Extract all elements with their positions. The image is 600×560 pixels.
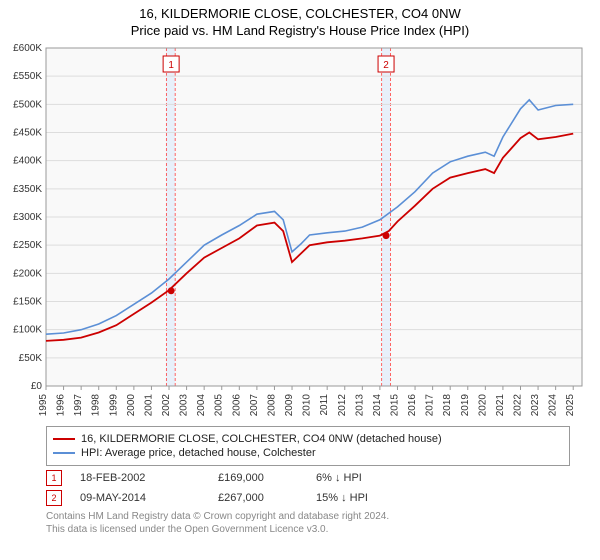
sale-diff: 15% ↓ HPI xyxy=(316,492,436,504)
legend-label: HPI: Average price, detached house, Colc… xyxy=(81,447,316,459)
svg-text:2014: 2014 xyxy=(372,394,383,417)
svg-text:1996: 1996 xyxy=(56,394,67,417)
svg-text:2004: 2004 xyxy=(196,394,207,417)
attribution-line2: This data is licensed under the Open Gov… xyxy=(46,523,570,536)
sales-table: 1 18-FEB-2002 £169,000 6% ↓ HPI 2 09-MAY-2014… xyxy=(46,470,570,506)
sale-marker: 2 xyxy=(46,490,62,506)
svg-text:1: 1 xyxy=(168,60,174,71)
svg-text:2008: 2008 xyxy=(266,394,277,417)
legend-label: 16, KILDERMORIE CLOSE, COLCHESTER, CO4 0… xyxy=(81,433,442,445)
svg-text:2000: 2000 xyxy=(126,394,137,417)
svg-text:2011: 2011 xyxy=(319,394,330,416)
svg-text:£150K: £150K xyxy=(13,297,42,308)
attribution: Contains HM Land Registry data © Crown c… xyxy=(46,510,570,536)
svg-text:2021: 2021 xyxy=(495,394,506,417)
svg-text:2006: 2006 xyxy=(231,394,242,417)
legend-item: 16, KILDERMORIE CLOSE, COLCHESTER, CO4 0… xyxy=(53,433,563,445)
line-chart: £0 £50K £100K £150K £200K £250K £300K £350K £400… xyxy=(0,40,600,420)
svg-text:2023: 2023 xyxy=(530,394,541,417)
svg-text:2020: 2020 xyxy=(477,394,488,417)
svg-text:£100K: £100K xyxy=(13,325,42,336)
svg-text:2005: 2005 xyxy=(214,394,225,417)
svg-text:2001: 2001 xyxy=(143,394,154,417)
sale-row: 2 09-MAY-2014 £267,000 15% ↓ HPI xyxy=(46,490,570,506)
svg-text:2003: 2003 xyxy=(179,394,190,417)
sale-row: 1 18-FEB-2002 £169,000 6% ↓ HPI xyxy=(46,470,570,486)
svg-text:£450K: £450K xyxy=(13,128,42,139)
attribution-line1: Contains HM Land Registry data © Crown c… xyxy=(46,510,570,523)
svg-text:1997: 1997 xyxy=(73,394,84,417)
svg-text:2009: 2009 xyxy=(284,394,295,417)
svg-text:2007: 2007 xyxy=(249,394,260,417)
svg-text:2018: 2018 xyxy=(442,394,453,417)
sale-marker: 1 xyxy=(46,470,62,486)
svg-text:£600K: £600K xyxy=(13,43,42,54)
svg-text:£550K: £550K xyxy=(13,71,42,82)
svg-text:2024: 2024 xyxy=(548,394,559,417)
svg-text:2012: 2012 xyxy=(337,394,348,417)
svg-text:1998: 1998 xyxy=(91,394,102,417)
chart-area: £0 £50K £100K £150K £200K £250K £300K £350K £400… xyxy=(0,40,600,420)
svg-text:£300K: £300K xyxy=(13,212,42,223)
sale-date: 18-FEB-2002 xyxy=(80,472,200,484)
svg-text:2: 2 xyxy=(383,60,389,71)
legend: 16, KILDERMORIE CLOSE, COLCHESTER, CO4 0… xyxy=(46,426,570,466)
svg-text:£500K: £500K xyxy=(13,99,42,110)
svg-text:£0: £0 xyxy=(31,381,43,392)
legend-swatch xyxy=(53,438,75,440)
sale-price: £169,000 xyxy=(218,472,298,484)
svg-text:2016: 2016 xyxy=(407,394,418,417)
svg-text:2015: 2015 xyxy=(389,394,400,417)
sale-diff: 6% ↓ HPI xyxy=(316,472,436,484)
sale-date: 09-MAY-2014 xyxy=(80,492,200,504)
svg-text:2019: 2019 xyxy=(460,394,471,417)
svg-text:2010: 2010 xyxy=(302,394,313,417)
svg-text:2002: 2002 xyxy=(161,394,172,417)
svg-text:1995: 1995 xyxy=(38,394,49,417)
legend-swatch xyxy=(53,452,75,454)
title-sub: Price paid vs. HM Land Registry's House … xyxy=(0,23,600,38)
chart-titles: 16, KILDERMORIE CLOSE, COLCHESTER, CO4 0… xyxy=(0,0,600,40)
svg-text:£200K: £200K xyxy=(13,268,42,279)
sale-price: £267,000 xyxy=(218,492,298,504)
svg-text:2017: 2017 xyxy=(425,394,436,417)
svg-text:£350K: £350K xyxy=(13,184,42,195)
svg-text:£50K: £50K xyxy=(19,353,43,364)
svg-text:£250K: £250K xyxy=(13,240,42,251)
svg-text:£400K: £400K xyxy=(13,156,42,167)
title-main: 16, KILDERMORIE CLOSE, COLCHESTER, CO4 0… xyxy=(0,6,600,21)
svg-text:2022: 2022 xyxy=(512,394,523,417)
svg-text:2025: 2025 xyxy=(565,394,576,417)
svg-text:1999: 1999 xyxy=(108,394,119,417)
legend-item: HPI: Average price, detached house, Colc… xyxy=(53,447,563,459)
svg-text:2013: 2013 xyxy=(354,394,365,417)
